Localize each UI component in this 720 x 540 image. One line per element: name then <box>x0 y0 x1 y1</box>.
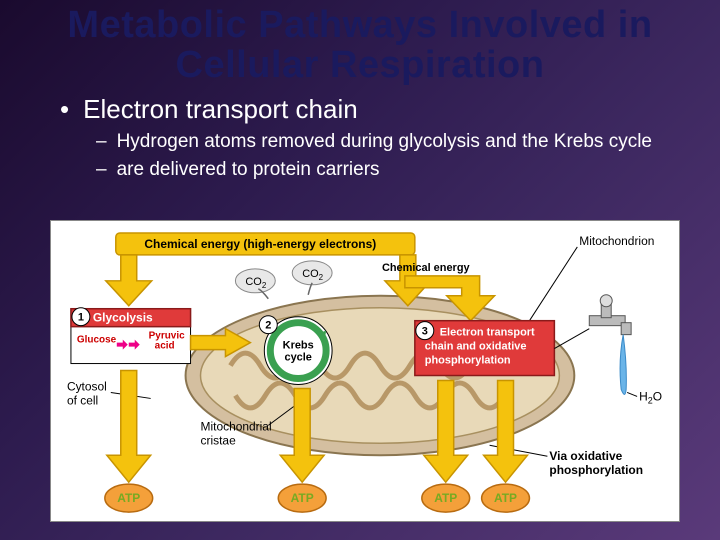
respiration-diagram: Chemical energy (high-energy electrons) … <box>51 221 679 520</box>
bullet-list: • Electron transport chain – Hydrogen at… <box>0 88 720 185</box>
arrow-down-icon <box>107 371 151 483</box>
step3-label-c: phosphorylation <box>425 355 511 367</box>
title-line1: Metabolic Pathways Involved in <box>67 4 652 46</box>
arrow-down-icon <box>106 255 152 306</box>
step-number-3: 3 <box>422 326 428 338</box>
cytosol-label2: of cell <box>67 393 98 407</box>
step-number-2: 2 <box>265 320 271 332</box>
bullet-sub2: – are delivered to protein carriers <box>96 159 680 181</box>
via-label2: phosphorylation <box>549 463 643 477</box>
cristae-label1: Mitochondrial <box>201 419 272 433</box>
bullet-sub2-text: are delivered to protein carriers <box>117 159 380 181</box>
step-number-1: 1 <box>78 312 84 324</box>
leader-line <box>554 329 589 349</box>
atp-label: ATP <box>117 491 140 505</box>
leader-line <box>627 392 637 396</box>
step3-label-a: Electron transport <box>440 327 535 339</box>
cytosol-label1: Cytosol <box>67 379 107 393</box>
leader-line <box>529 247 577 321</box>
bullet-dash-icon: – <box>96 131 107 153</box>
slide-title: Metabolic Pathways Involved in Cellular … <box>0 0 720 88</box>
step3-label-b: chain and oxidative <box>425 341 527 353</box>
krebs-label1: Krebs <box>283 340 314 352</box>
glucose-label: Glucose <box>77 335 117 346</box>
title-line2: Cellular Respiration <box>176 44 545 86</box>
pyruvic2-label: acid <box>155 341 175 352</box>
atp-label: ATP <box>494 491 517 505</box>
faucet-icon <box>589 295 631 395</box>
bullet-main-text: Electron transport chain <box>83 94 358 125</box>
diagram-container: Chemical energy (high-energy electrons) … <box>50 220 680 522</box>
chem-energy-side-label: Chemical energy <box>382 262 471 274</box>
via-label1: Via oxidative <box>549 449 622 463</box>
cristae-label2: cristae <box>201 433 237 447</box>
chem-energy-top-label: Chemical energy (high-energy electrons) <box>144 237 376 251</box>
atp-label: ATP <box>291 491 314 505</box>
bullet-sub1: – Hydrogen atoms removed during glycolys… <box>96 131 680 153</box>
mitochondrion-label: Mitochondrion <box>579 234 654 248</box>
atp-group: ATP <box>105 371 153 513</box>
atp-label: ATP <box>434 491 457 505</box>
glycolysis-label: Glycolysis <box>93 311 153 325</box>
bullet-main: • Electron transport chain <box>60 94 680 125</box>
bullet-sub1-text: Hydrogen atoms removed during glycolysis… <box>117 131 652 153</box>
h2o-label: H2O <box>639 389 662 405</box>
bullet-dash-icon: – <box>96 159 107 181</box>
bullet-dot-icon: • <box>60 94 69 125</box>
krebs-label2: cycle <box>284 352 311 364</box>
